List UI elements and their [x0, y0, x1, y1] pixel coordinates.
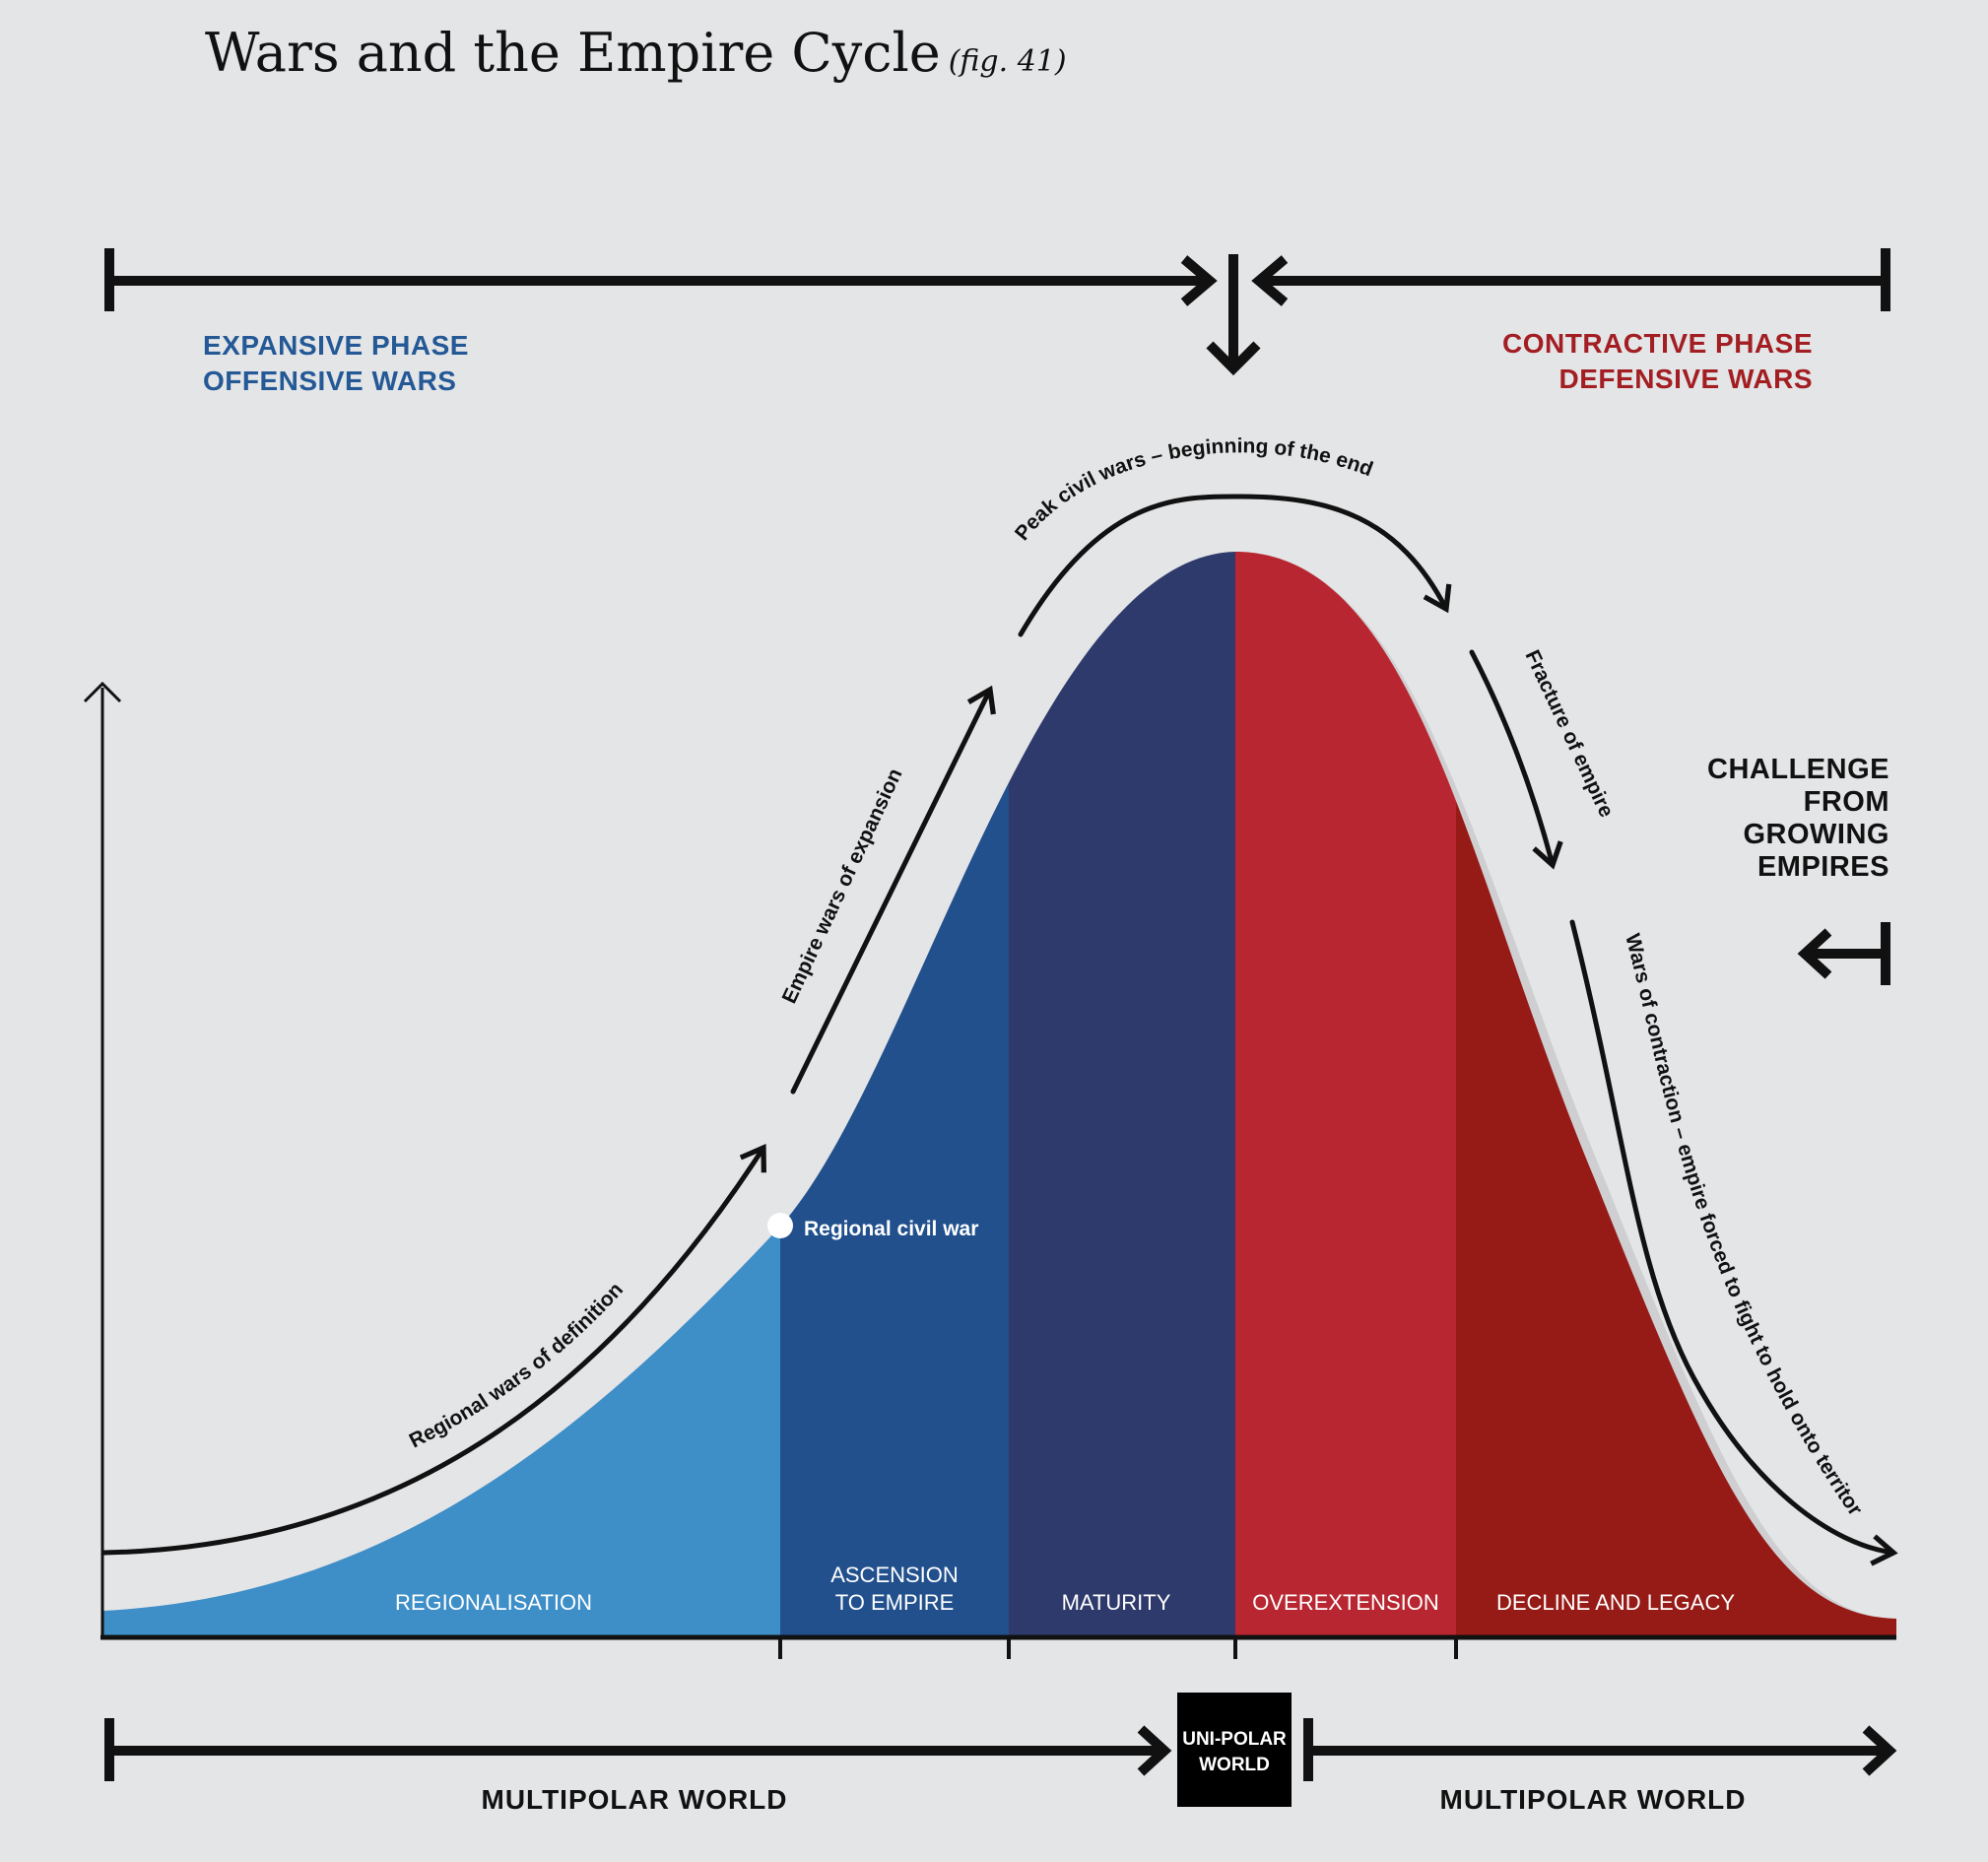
challenge-line-3: GROWING	[1744, 819, 1890, 850]
peak-civil-wars-arrow	[1018, 494, 1452, 637]
stage-label-ascension-2: TO EMPIRE	[835, 1590, 955, 1615]
challenge-line-4: EMPIRES	[1757, 851, 1889, 883]
challenge-line-2: FROM	[1804, 786, 1889, 818]
world-right-arrowhead	[1862, 1725, 1897, 1776]
multipolar-right-label: MULTIPOLAR WORLD	[1440, 1784, 1747, 1815]
phase-center-arrowhead	[1206, 341, 1261, 376]
empire-wars-label: Empire wars of expansion	[778, 765, 907, 1008]
challenge-line-1: CHALLENGE	[1707, 754, 1889, 785]
stage-label-ascension-1: ASCENSION	[830, 1563, 959, 1587]
stage-bands	[103, 552, 1896, 1635]
expansive-phase-label: EXPANSIVE PHASE	[203, 330, 469, 361]
challenge-arrow	[1797, 922, 1890, 985]
fracture-arrow	[1469, 649, 1563, 870]
page-title: Wars and the Empire Cycle (fig. 41)	[205, 22, 1067, 84]
empire-wars-arrow	[790, 685, 996, 1095]
unipolar-label-2: WORLD	[1199, 1755, 1270, 1775]
regional-wars-arrow	[101, 1144, 766, 1556]
contractive-phase-label: CONTRACTIVE PHASE	[1502, 328, 1813, 359]
phase-right-arrowhead	[1251, 255, 1289, 306]
stage-band-decline	[1456, 552, 1896, 1635]
stage-label-overextension: OVEREXTENSION	[1252, 1590, 1438, 1615]
offensive-wars-label: OFFENSIVE WARS	[203, 366, 456, 396]
phase-left-arrowhead	[1180, 255, 1218, 306]
fracture-label: Fracture of empire	[1520, 646, 1618, 821]
world-arrows	[104, 1718, 1897, 1781]
figure-reference: (fig. 41)	[948, 44, 1067, 79]
stage-label-decline: DECLINE AND LEGACY	[1496, 1590, 1735, 1615]
peak-civil-wars-label-text: Peak civil wars – beginning of the end	[1011, 434, 1376, 545]
phase-arrows	[104, 248, 1890, 376]
challenge-arrowhead	[1797, 928, 1832, 979]
unipolar-box	[1177, 1693, 1292, 1807]
multipolar-left-label: MULTIPOLAR WORLD	[482, 1784, 788, 1815]
y-axis-arrowhead	[83, 681, 122, 703]
stage-band-maturity	[1009, 552, 1235, 1635]
unipolar-label-1: UNI-POLAR	[1182, 1729, 1287, 1750]
empire-wars-label-text: Empire wars of expansion	[778, 765, 907, 1008]
stage-band-overextension	[1235, 552, 1456, 1635]
defensive-wars-label: DEFENSIVE WARS	[1559, 364, 1813, 394]
contraction-arrow	[1569, 919, 1898, 1566]
regional-civil-war-label: Regional civil war	[804, 1218, 978, 1240]
stage-label-maturity: MATURITY	[1062, 1590, 1171, 1615]
stage-label-regionalisation: REGIONALISATION	[395, 1590, 592, 1615]
stage-band-regionalisation	[103, 552, 780, 1635]
title-text: Wars and the Empire Cycle	[205, 22, 941, 84]
world-left-arrowhead	[1137, 1725, 1172, 1776]
fracture-label-text: Fracture of empire	[1520, 646, 1618, 821]
stage-band-ascension	[780, 552, 1009, 1635]
regional-civil-war-dot	[767, 1213, 793, 1238]
peak-civil-wars-label: Peak civil wars – beginning of the end	[1011, 434, 1376, 545]
x-axis-ticks	[778, 1637, 1458, 1659]
